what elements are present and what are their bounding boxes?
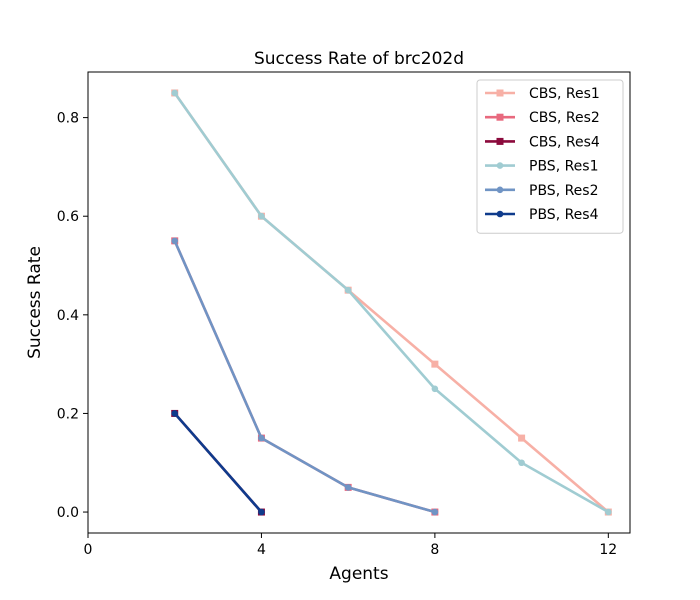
legend-marker	[496, 89, 504, 97]
legend-marker	[496, 137, 504, 145]
series-line-3	[173, 91, 610, 514]
legend-marker	[496, 210, 504, 218]
data-point-marker	[344, 286, 352, 294]
legend-marker	[496, 162, 504, 169]
legend-label: PBS, Res2	[529, 183, 599, 199]
y-axis-label: Success Rate	[25, 246, 45, 359]
legend-marker	[496, 113, 504, 121]
legend-label: PBS, Res4	[529, 207, 599, 223]
data-point-marker	[171, 237, 179, 245]
data-point-marker	[344, 484, 352, 491]
x-axis-label: Agents	[329, 564, 388, 584]
legend-marker	[496, 186, 504, 194]
y-tick-label: 0.6	[57, 209, 79, 225]
y-tick-label: 0.0	[57, 505, 79, 521]
data-point-marker	[171, 89, 179, 97]
data-point-marker	[518, 459, 525, 467]
plot-area	[171, 89, 612, 516]
legend-label: CBS, Res1	[529, 86, 600, 102]
series-line-5	[173, 412, 263, 514]
x-tick-label: 12	[599, 542, 617, 558]
chart-title: Success Rate of brc202d	[254, 49, 464, 69]
x-tick-label: 8	[430, 542, 439, 558]
axes: 0 4 8 12 0.0 0.2 0.4 0.6 0.8	[57, 71, 631, 558]
series-line-4	[173, 239, 437, 514]
data-point-marker	[605, 508, 612, 516]
data-point-marker	[258, 508, 265, 516]
y-tick-label: 0.2	[57, 406, 79, 422]
data-point-marker	[431, 360, 439, 368]
data-point-marker	[518, 434, 526, 442]
x-tick-label: 0	[84, 542, 93, 558]
data-point-marker	[431, 508, 439, 516]
legend: CBS, Res1 CBS, Res2 CBS, Res4 PBS, Res1 PBS,…	[476, 79, 624, 234]
data-point-marker	[171, 410, 179, 417]
legend-label: CBS, Res2	[529, 110, 600, 126]
plot-frame	[87, 71, 631, 534]
legend-label: CBS, Res4	[529, 134, 600, 150]
legend-label: PBS, Res1	[529, 159, 599, 175]
y-tick-label: 0.8	[57, 111, 79, 127]
data-point-marker	[258, 434, 265, 442]
y-tick-label: 0.4	[57, 308, 79, 324]
x-tick-label: 4	[257, 542, 266, 558]
data-point-marker	[431, 385, 439, 393]
series-line-1	[173, 239, 437, 514]
data-point-marker	[258, 212, 265, 220]
